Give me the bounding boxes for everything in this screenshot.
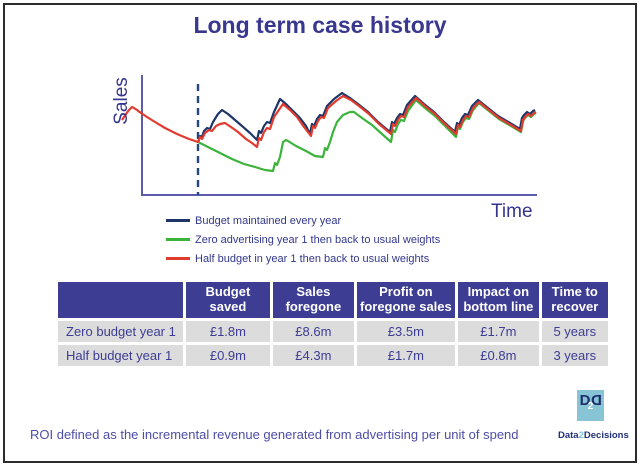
header-cell-time-to-recover: Time to recover <box>541 282 608 318</box>
logo-wordmark-suffix: Decisions <box>583 430 629 441</box>
roi-definition-note: ROI defined as the incremental revenue g… <box>30 427 519 442</box>
row-label: Zero budget year 1 <box>58 320 183 342</box>
header-cell-budget-saved: Budget saved <box>185 282 271 318</box>
table-header-row: Budget saved Sales foregone Profit on fo… <box>58 282 608 318</box>
header-cell-blank <box>58 282 183 318</box>
header-cell-profit-foregone: Profit on foregone sales <box>356 282 456 318</box>
logo-letter-left: D <box>579 392 591 409</box>
blue-line-swatch-icon <box>166 219 190 222</box>
cell-value: £1.7m <box>356 344 456 366</box>
sales-time-line-chart <box>121 75 537 196</box>
red-line-swatch-icon <box>166 257 190 260</box>
page-title: Long term case history <box>193 12 447 38</box>
cell-value: £0.8m <box>458 344 539 366</box>
legend-label: Half budget in year 1 then back to usual… <box>195 252 430 265</box>
slide-border <box>3 3 637 463</box>
cell-value: £4.3m <box>273 344 354 366</box>
cell-value: 3 years <box>541 344 608 366</box>
cell-value: £0.9m <box>185 344 271 366</box>
logo-wordmark-prefix: Data <box>558 430 579 441</box>
cell-value: £8.6m <box>273 320 354 342</box>
chart-legend: Budget maintained every year Zero advert… <box>166 211 440 268</box>
cell-value: £3.5m <box>356 320 456 342</box>
legend-label: Budget maintained every year <box>195 214 342 227</box>
table-row: Zero budget year 1 £1.8m £8.6m £3.5m £1.… <box>58 320 608 342</box>
legend-item: Zero advertising year 1 then back to usu… <box>166 230 440 249</box>
results-table: Budget saved Sales foregone Profit on fo… <box>55 279 611 369</box>
logo-wordmark: Data2Decisions <box>558 430 629 441</box>
logo-digit: 2 <box>587 401 594 412</box>
cell-value: 5 years <box>541 320 608 342</box>
legend-label: Zero advertising year 1 then back to usu… <box>195 233 441 246</box>
y-axis-label: Sales <box>111 77 132 125</box>
row-label: Half budget year 1 <box>58 344 183 366</box>
legend-item: Half budget in year 1 then back to usual… <box>166 249 440 268</box>
green-line-swatch-icon <box>166 238 190 241</box>
cell-value: £1.7m <box>458 320 539 342</box>
legend-item: Budget maintained every year <box>166 211 440 230</box>
header-cell-impact-bottom-line: Impact on bottom line <box>458 282 539 318</box>
header-cell-sales-foregone: Sales foregone <box>273 282 354 318</box>
cell-value: £1.8m <box>185 320 271 342</box>
series-line-budget-maintained <box>196 91 536 144</box>
table-row: Half budget year 1 £0.9m £4.3m £1.7m £0.… <box>58 344 608 366</box>
logo-wordmark-digit: 2 <box>578 430 584 441</box>
series-line-half-budget <box>121 94 537 149</box>
x-axis-label: Time <box>491 201 533 222</box>
